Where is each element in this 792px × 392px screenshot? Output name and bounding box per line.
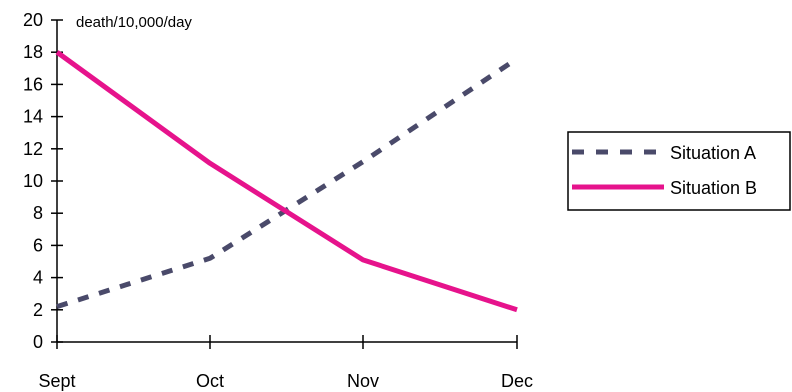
x-tick-label: Oct xyxy=(196,371,224,391)
y-tick-label: 8 xyxy=(33,203,43,223)
y-axis-ticks: 0 2 4 6 8 10 12 14 16 18 20 xyxy=(23,10,63,352)
y-tick-label: 12 xyxy=(23,139,43,159)
y-tick-label: 16 xyxy=(23,74,43,94)
series-layer xyxy=(55,50,519,313)
x-axis-ticks: Sept Oct Nov Dec xyxy=(38,335,533,391)
legend: Situation A Situation B xyxy=(567,131,791,211)
x-tick-label: Sept xyxy=(38,371,75,391)
series-line-2 xyxy=(55,50,518,313)
y-tick-label: 14 xyxy=(23,107,43,127)
x-tick-label: Nov xyxy=(347,371,379,391)
y-tick-label: 2 xyxy=(33,300,43,320)
y-tick-label: 20 xyxy=(23,10,43,30)
y-tick-label: 10 xyxy=(23,171,43,191)
y-tick-label: 0 xyxy=(33,332,43,352)
legend-label-2: Situation B xyxy=(670,178,757,198)
y-tick-label: 6 xyxy=(33,235,43,255)
y-unit-label: death/10,000/day xyxy=(76,14,192,31)
y-tick-label: 4 xyxy=(33,268,43,288)
axes xyxy=(56,20,517,343)
legend-box xyxy=(567,131,791,211)
legend-label-1: Situation A xyxy=(670,143,756,163)
series-line-1 xyxy=(56,56,519,309)
x-tick-label: Dec xyxy=(501,371,533,391)
y-tick-label: 18 xyxy=(23,42,43,62)
